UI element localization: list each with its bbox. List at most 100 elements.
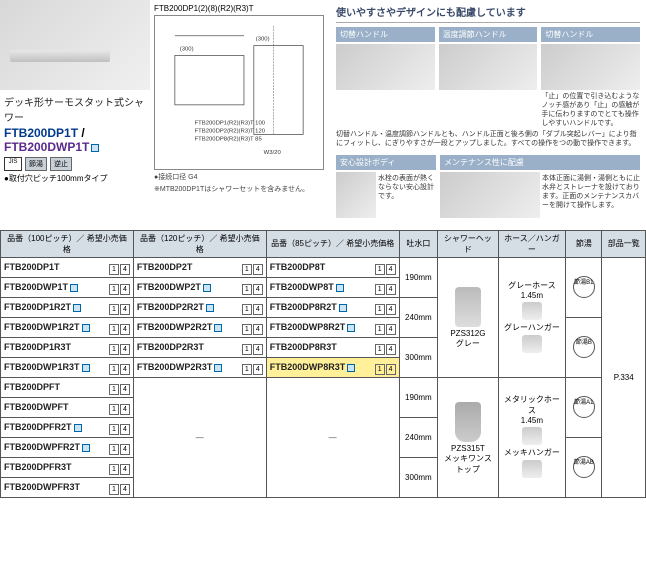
pn-cell: FTB200DWP2R3T14: [133, 357, 266, 377]
link-icon[interactable]: [339, 304, 347, 312]
spout-cell: 300mm: [399, 457, 438, 497]
code-box: 4: [386, 304, 396, 315]
feat4-desc: 水栓の表面が熱くならない安心設計です。: [378, 174, 436, 218]
code-box: 4: [386, 364, 396, 375]
shower-img: [455, 402, 481, 442]
dash-cell: —: [133, 377, 266, 497]
diagram-label: FTB200DP1(2)(8)(R2)(R3)T: [154, 4, 326, 13]
link-icon[interactable]: [347, 364, 355, 372]
code-box: 1: [109, 264, 119, 275]
link-icon[interactable]: [206, 304, 214, 312]
feat5-desc: 本体正面に湯側・湯側ともに止水弁とストレーナを設けております。正面のメンテナンス…: [542, 174, 640, 218]
pn-cell: FTB200DWP2T14: [133, 277, 266, 297]
pn-cell: FTB200DWP8R2T14: [266, 317, 399, 337]
code-box: 4: [253, 344, 263, 355]
code-box: 1: [375, 304, 385, 315]
dash-cell: —: [266, 377, 399, 497]
product-numbers: FTB200DP1T / FTB200DWP1T: [4, 126, 150, 154]
link-icon[interactable]: [203, 284, 211, 292]
code-box: 4: [386, 284, 396, 295]
features-header: 使いやすさやデザインにも配慮しています: [336, 4, 640, 23]
feat3-desc: 「止」の位置で引き込むようなノッチ感があり「止」の感触が手に伝わりますのでとても…: [541, 92, 640, 128]
code-box: 4: [120, 484, 130, 495]
spout-cell: 300mm: [399, 337, 438, 377]
pn-cell: FTB200DP2T14: [133, 257, 266, 277]
pn-cell: FTB200DWP1T14: [1, 277, 134, 297]
technical-diagram: W3/20 (300) (300) FTB200DP1(R2)(R3)T 100…: [154, 15, 324, 170]
pn-cell: FTB200DPFT14: [1, 377, 134, 397]
spout-cell: 240mm: [399, 297, 438, 337]
link-icon[interactable]: [82, 324, 90, 332]
code-box: 1: [109, 444, 119, 455]
feat2-img: [439, 44, 538, 90]
code-box: 4: [120, 304, 130, 315]
pn-cell: FTB200DWP1R2T14: [1, 317, 134, 337]
pn-cell: FTB200DWP2R2T14: [133, 317, 266, 337]
svg-text:FTB200DP2(R2)(R3)T 120: FTB200DP2(R2)(R3)T 120: [195, 128, 266, 134]
badge-setsuyou: 節湯: [25, 157, 47, 171]
code-box: 1: [109, 464, 119, 475]
svg-text:(300): (300): [180, 47, 194, 53]
code-box: 4: [253, 284, 263, 295]
code-box: 1: [109, 384, 119, 395]
hanger-img: [522, 460, 542, 478]
pn-cell: FTB200DP8R3T14: [266, 337, 399, 357]
th-shower: シャワーヘッド: [438, 230, 498, 257]
feat3-title: 切替ハンドル: [541, 27, 640, 42]
code-box: 4: [253, 324, 263, 335]
pn-cell: FTB200DWP8T14: [266, 277, 399, 297]
feat5-img: [440, 172, 540, 218]
spout-cell: 190mm: [399, 257, 438, 297]
th-pn85: 品番（85ピッチ）／ 希望小売価格: [266, 230, 399, 257]
link-icon[interactable]: [74, 424, 82, 432]
feat2-title: 温度調節ハンドル: [439, 27, 538, 42]
code-box: 4: [120, 424, 130, 435]
th-parts: 部品一覧: [602, 230, 646, 257]
link-icon[interactable]: [214, 364, 222, 372]
pn-cell: FTB200DP8R2T14: [266, 297, 399, 317]
th-spout: 吐水口: [399, 230, 438, 257]
code-box: 4: [120, 384, 130, 395]
code-box: 4: [120, 444, 130, 455]
link-icon[interactable]: [336, 284, 344, 292]
code-box: 1: [242, 324, 252, 335]
pn-cell: FTB200DP1R3T14: [1, 337, 134, 357]
link-icon[interactable]: [73, 304, 81, 312]
link-icon[interactable]: [82, 444, 90, 452]
link-icon[interactable]: [70, 284, 78, 292]
spout-cell: 240mm: [399, 417, 438, 457]
badge-gyakushi: 逆止: [50, 157, 72, 171]
svg-text:FTB200DP1(R2)(R3)T 100: FTB200DP1(R2)(R3)T 100: [195, 121, 266, 127]
pn-cell: FTB200DWPFT14: [1, 397, 134, 417]
shower-cell: PZS312Gグレー: [438, 257, 498, 377]
pn-cell: FTB200DP2R3T14: [133, 337, 266, 357]
link-icon[interactable]: [82, 364, 90, 372]
shower-img: [455, 287, 481, 327]
link-icon[interactable]: [347, 324, 355, 332]
pn-cell: FTB200DPFR3T14: [1, 457, 134, 477]
code-box: 1: [109, 424, 119, 435]
jis-icon: JIS: [4, 157, 22, 171]
hanger-img: [522, 427, 542, 445]
code-box: 4: [120, 344, 130, 355]
code-box: 1: [375, 344, 385, 355]
hanger-img: [522, 335, 542, 353]
pn-cell: FTB200DWPFR3T14: [1, 477, 134, 497]
setsuyou-cell: 節湯B1: [566, 257, 602, 317]
feat4-img: [336, 172, 376, 218]
th-hose: ホース／ハンガー: [498, 230, 566, 257]
setsuyou-cell: 節湯AB: [566, 437, 602, 497]
pn-cell: FTB200DWPFR2T14: [1, 437, 134, 457]
th-setsuyou: 節湯: [566, 230, 602, 257]
code-box: 4: [253, 364, 263, 375]
code-box: 4: [386, 264, 396, 275]
model-b: FTB200DWP1T: [4, 140, 89, 154]
hanger-img: [522, 302, 542, 320]
link-icon[interactable]: [214, 324, 222, 332]
svg-text:(300): (300): [256, 37, 270, 43]
code-box: 1: [242, 364, 252, 375]
code-box: 1: [109, 344, 119, 355]
code-box: 4: [120, 324, 130, 335]
product-title: デッキ形サーモスタット式シャワー: [4, 94, 150, 124]
pn-cell: FTB200DP8T14: [266, 257, 399, 277]
